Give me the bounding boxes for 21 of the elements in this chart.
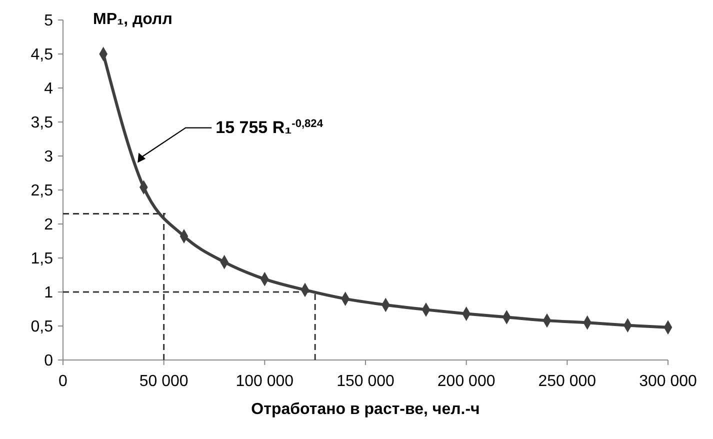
x-tick-label: 150 000 (336, 373, 395, 390)
x-tick-label: 100 000 (236, 373, 294, 390)
x-axis-title: Отработано в раст-ве, чел.-ч (251, 401, 480, 418)
y-axis-title: MP₁, долл (93, 11, 172, 28)
y-tick-label: 2 (44, 216, 54, 234)
y-tick-label: 4,5 (30, 46, 54, 64)
x-tick-label: 300 000 (639, 373, 698, 390)
y-tick-label: 1 (44, 284, 54, 302)
annotation: 15 755 R₁$^{-0,824}$ (216, 118, 324, 137)
y-tick-label: 4 (44, 80, 54, 98)
y-tick-label: 1,5 (30, 250, 54, 268)
y-tick-label: 3,5 (30, 114, 54, 132)
y-tick-label: 3 (44, 148, 54, 166)
x-tick-label: 0 (58, 373, 68, 390)
y-tick-label: 5 (44, 12, 54, 30)
y-tick-label: 2,5 (30, 182, 54, 200)
x-tick-label: 200 000 (437, 373, 496, 390)
x-tick-label: 250 000 (538, 373, 596, 390)
y-tick-label: 0,5 (30, 318, 54, 336)
x-tick-label: 50 000 (139, 373, 188, 390)
y-tick-label: 0 (44, 352, 54, 370)
